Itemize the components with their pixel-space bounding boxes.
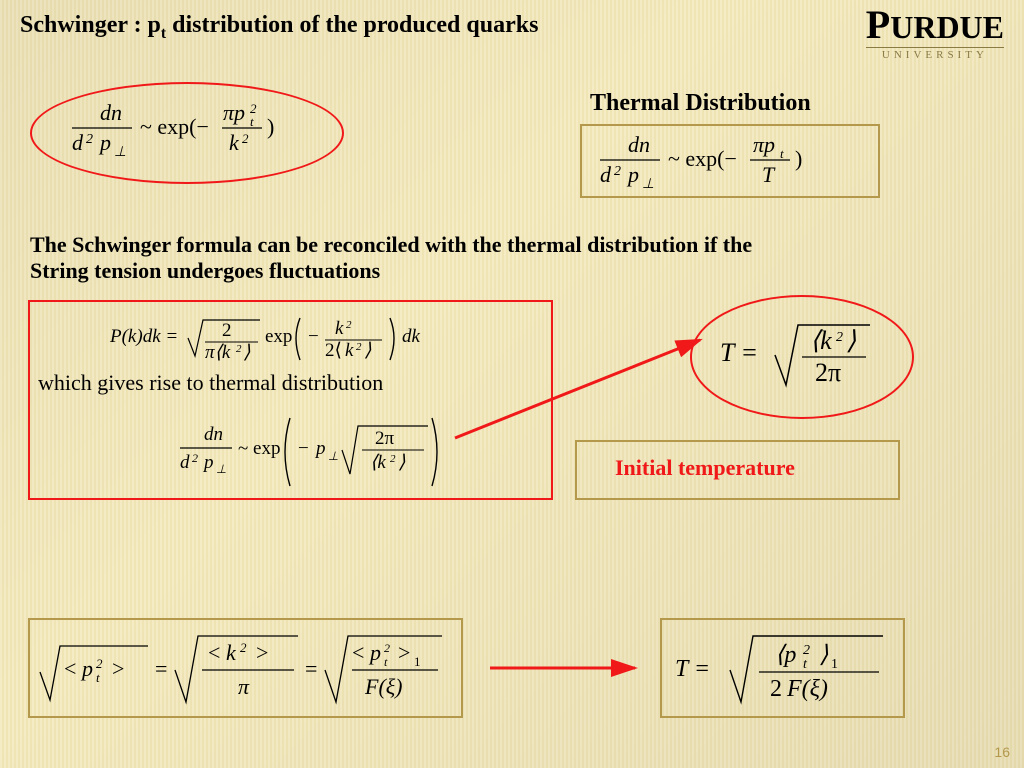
svg-text:⟩: ⟩ [819, 642, 829, 668]
svg-text:2: 2 [803, 643, 810, 658]
svg-text:2: 2 [770, 676, 782, 702]
svg-text:1: 1 [831, 657, 838, 672]
svg-text:T =: T = [675, 656, 710, 682]
svg-text:F(ξ): F(ξ) [786, 676, 828, 702]
svg-text:⟨p: ⟨p [775, 642, 796, 668]
page-number: 16 [994, 744, 1010, 760]
svg-text:t: t [803, 657, 808, 672]
eq-bottom-right: T = ⟨p 2 t ⟩ 1 2 F(ξ) [675, 628, 890, 713]
